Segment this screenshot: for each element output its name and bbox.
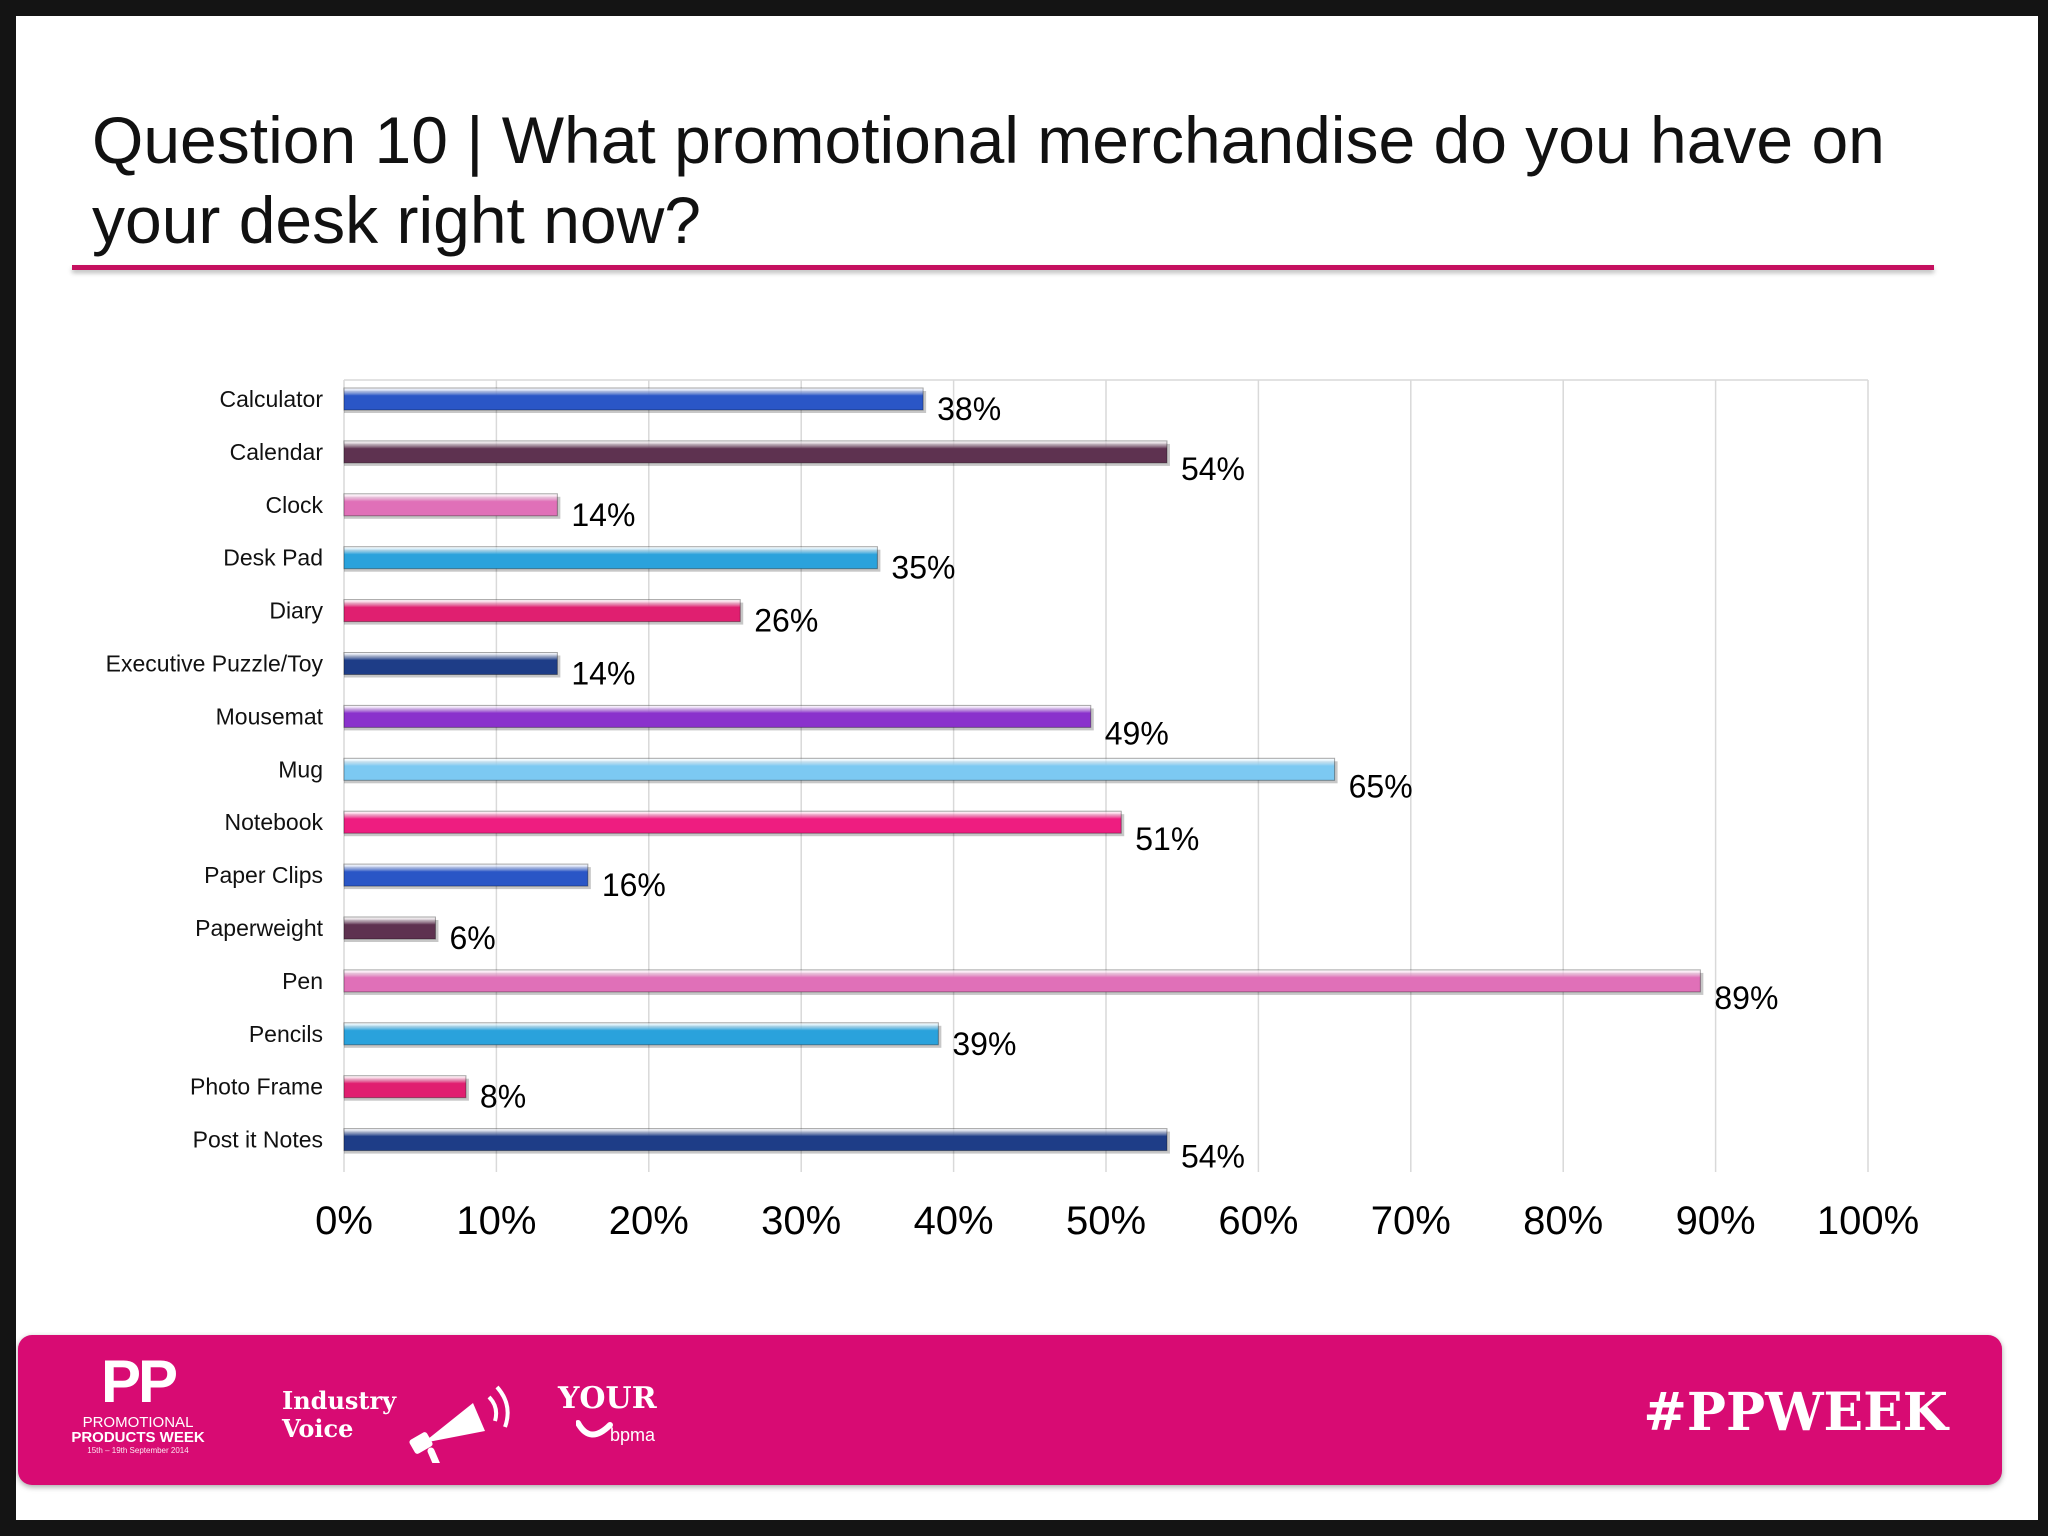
data-label: 65% [1349,768,1413,804]
pp-week-logo: PP PROMOTIONAL PRODUCTS WEEK 15th – 19th… [58,1348,218,1457]
x-tick-label: 100% [1817,1199,1919,1243]
category-label: Mousemat [216,703,324,729]
category-label: Clock [265,492,323,518]
data-label: 8% [480,1079,526,1115]
bar-pencils [343,1022,939,1046]
bar-calendar [343,440,1168,464]
category-label: Paperweight [195,915,323,941]
category-label: Desk Pad [223,545,323,571]
data-labels: 38% 54% 14% 35% 26% 14% 49% 65% 51% 16% 6% 89% 39% 8%… [449,391,1778,1175]
x-tick-label: 40% [914,1199,994,1243]
your-word: YOUR [558,1381,657,1416]
x-axis-ticks: 0% 10% 20% 30% 40% 50% 60% 70% 80% 90% 100% [315,1199,1919,1243]
data-label: 49% [1105,715,1169,751]
data-label: 14% [571,656,635,692]
data-label: 39% [952,1026,1016,1062]
footer-banner: PP PROMOTIONAL PRODUCTS WEEK 15th – 19th… [18,1335,2002,1485]
bar-paperweight [343,916,436,940]
data-label: 89% [1714,980,1778,1016]
bar-chart: Calculator Calendar Clock Desk Pad Diary Exec… [106,379,1919,1243]
data-label: 26% [754,603,818,639]
bar-mug [343,757,1336,781]
category-labels: Calculator Calendar Clock Desk Pad Diary Exec… [106,386,324,1153]
bar-clock [343,493,558,517]
title-divider [72,265,1934,270]
category-label: Paper Clips [204,862,323,888]
category-label: Mug [278,756,323,782]
bar-post-it-notes [343,1128,1168,1152]
x-tick-label: 70% [1371,1199,1451,1243]
smile-icon [576,1420,613,1438]
megaphone-icon [409,1385,510,1463]
data-label: 38% [937,391,1001,427]
category-label: Photo Frame [190,1074,323,1100]
bar-photo-frame [343,1075,467,1099]
category-label: Notebook [225,809,324,835]
iv-line2: Voice [282,1414,354,1443]
data-label: 16% [602,867,666,903]
page-title: Question 10 | What promotional merchandi… [92,103,1885,257]
bpma-text: bpma [610,1425,656,1445]
x-tick-label: 90% [1676,1199,1756,1243]
data-label: 14% [571,497,635,533]
category-label: Post it Notes [193,1127,323,1153]
data-label: 35% [891,550,955,586]
category-label: Pencils [249,1021,323,1047]
pp-logo-line1: PROMOTIONAL [82,1414,194,1431]
your-bpma-logo: YOUR bpma [558,1381,657,1446]
category-label: Diary [269,598,323,624]
x-tick-label: 0% [315,1199,373,1243]
data-label: 54% [1181,1139,1245,1175]
x-tick-label: 30% [761,1199,841,1243]
bar-mousemat [343,704,1092,728]
bars [343,387,1704,1154]
bar-notebook [343,810,1122,834]
x-tick-label: 60% [1218,1199,1298,1243]
x-tick-label: 10% [456,1199,536,1243]
category-label: Calculator [219,386,323,412]
data-label: 51% [1135,821,1199,857]
bar-diary [343,599,741,623]
iv-line1: Industry [282,1386,397,1415]
bar-calculator [343,387,924,411]
data-label: 54% [1181,451,1245,487]
pp-logo-dates: 15th – 19th September 2014 [87,1446,189,1455]
pp-logo-line2: PRODUCTS WEEK [71,1429,205,1446]
industry-voice-logo: Industry Voice [282,1387,396,1443]
bar-pen [343,969,1701,993]
x-tick-label: 20% [609,1199,689,1243]
hashtag: #PPWEEK [1643,1382,1948,1443]
bar-desk-pad [343,546,878,570]
category-label: Calendar [230,439,324,465]
x-tick-label: 50% [1066,1199,1146,1243]
bar-executive-puzzle-toy [343,652,558,675]
data-label: 6% [449,920,495,956]
category-label: Pen [282,968,323,994]
x-tick-label: 80% [1523,1199,1603,1243]
pp-logo-mark: PP [100,1348,178,1415]
bar-paper-clips [343,863,589,887]
category-label: Executive Puzzle/Toy [106,651,324,677]
